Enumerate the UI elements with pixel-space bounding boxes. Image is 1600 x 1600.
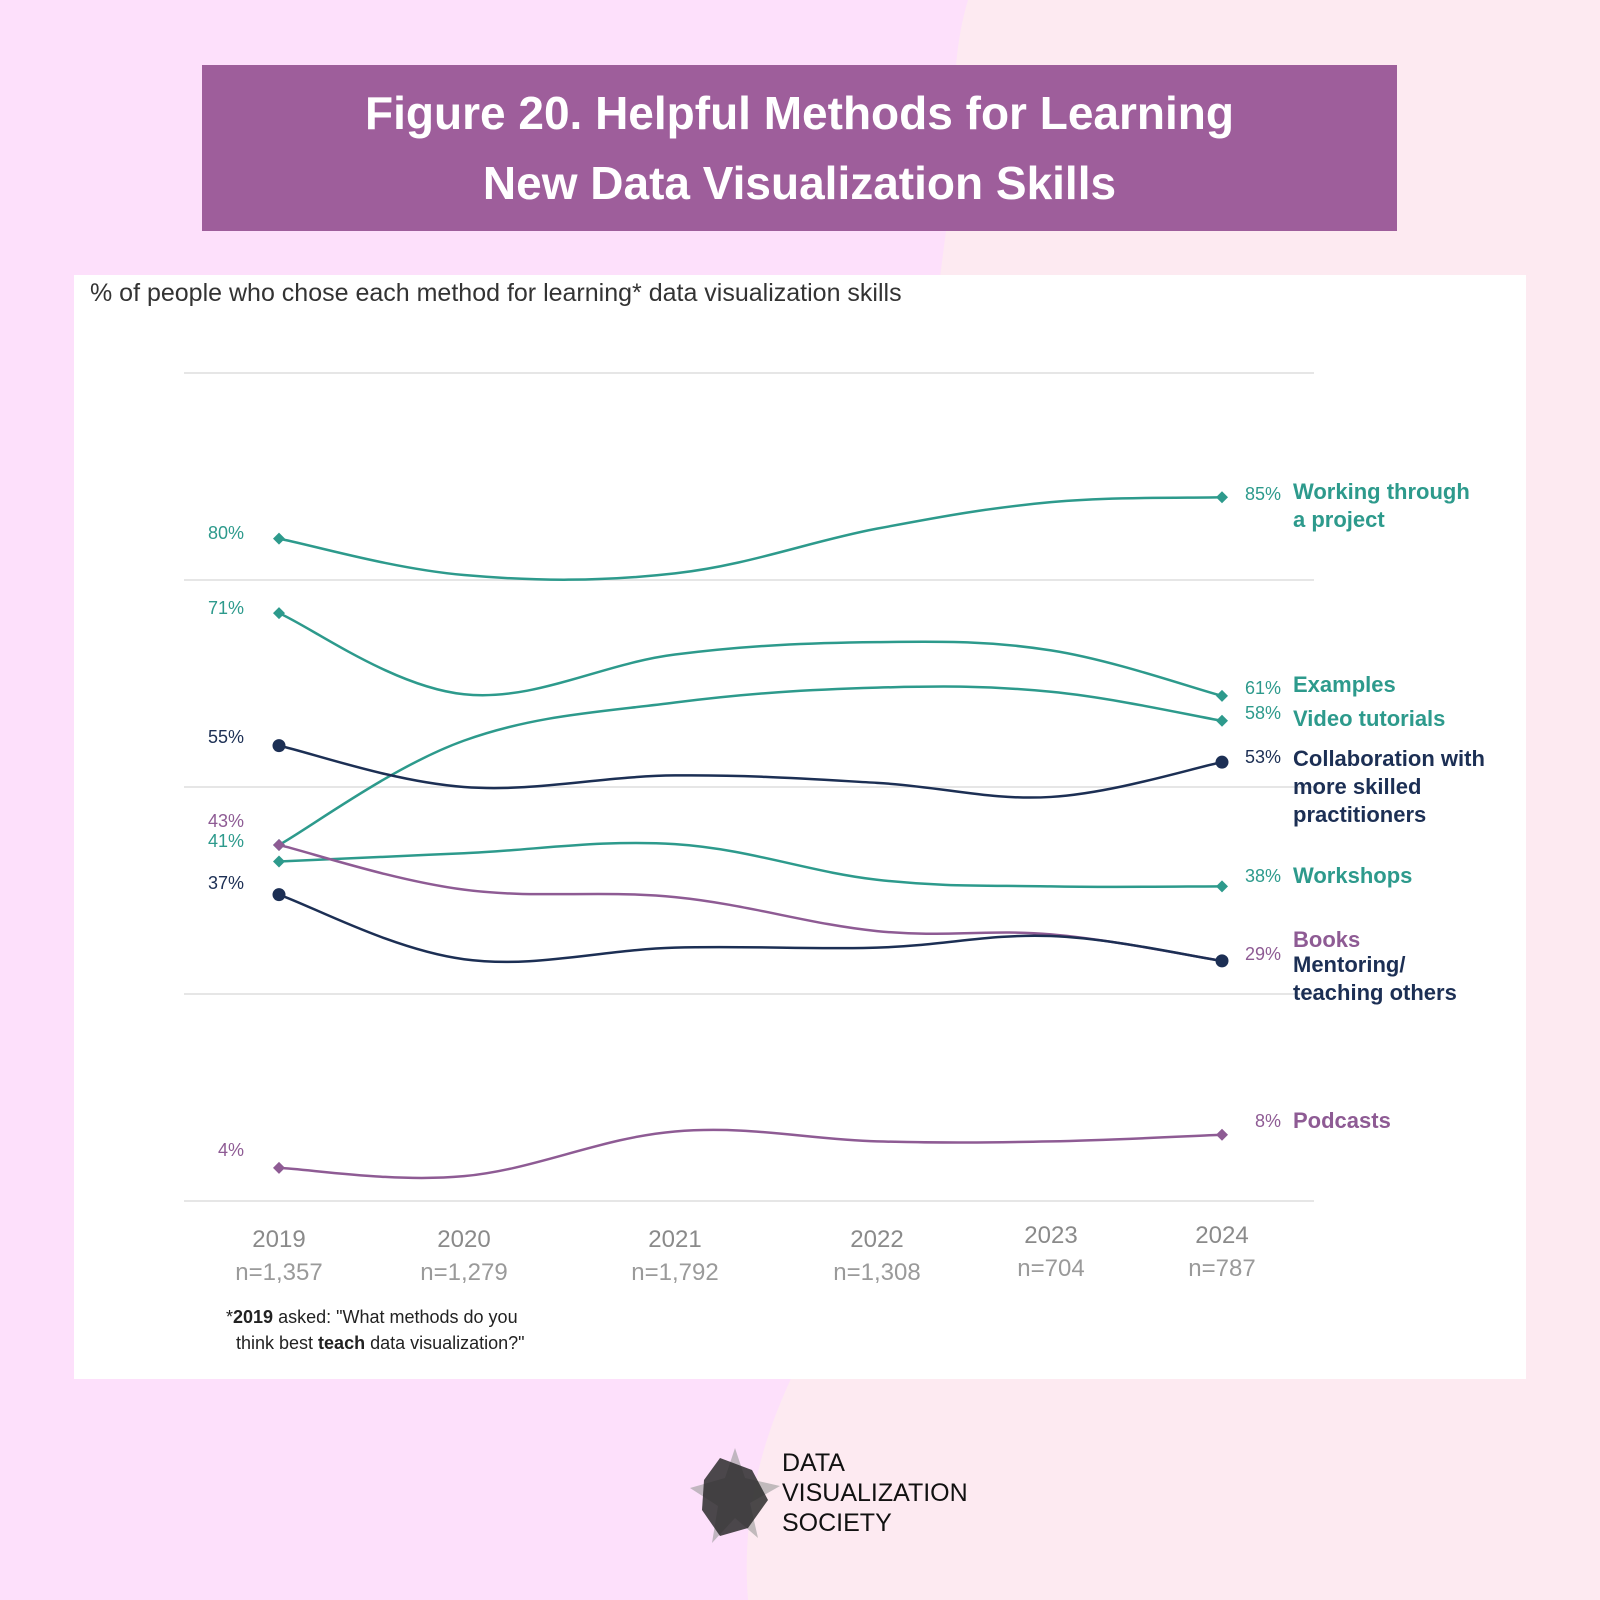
x-tick-label-year: 2023 — [1024, 1222, 1077, 1249]
start-value-label: 41% — [208, 831, 244, 851]
data-visualization-society-logo: DATA VISUALIZATION SOCIETY — [690, 1448, 968, 1548]
start-value-label: 55% — [208, 727, 244, 747]
series-name-label: Books — [1293, 927, 1360, 952]
x-tick-label-sample-size: n=1,308 — [833, 1259, 920, 1286]
series-name-label: practitioners — [1293, 802, 1426, 827]
series-name-label: Collaboration with — [1293, 746, 1485, 771]
data-point-working-through-a-project — [273, 532, 285, 545]
footnote-text-3: data visualization?" — [365, 1333, 525, 1353]
x-tick-label-sample-size: n=1,279 — [420, 1259, 507, 1286]
footnote-mark: * — [226, 1307, 234, 1327]
logo-text-line-1: DATA — [782, 1449, 845, 1477]
series-name-label: more skilled — [1293, 774, 1421, 799]
x-tick-label-year: 2020 — [437, 1226, 490, 1253]
data-point-mentoring-teaching-others — [1215, 954, 1229, 968]
footnote-line-2: think best teach data visualization?" — [236, 1333, 525, 1354]
star-logo-icon — [690, 1448, 780, 1543]
series-name-label: Podcasts — [1293, 1108, 1391, 1133]
series-name-label: Working through — [1293, 479, 1470, 504]
x-tick-label-sample-size: n=704 — [1017, 1255, 1084, 1282]
series-line-mentoring-teaching-others — [278, 893, 1223, 964]
series-name-label: a project — [1293, 507, 1385, 532]
data-point-collaboration-with-more-skilled-practitioners — [1215, 755, 1229, 769]
series-line-workshops — [278, 841, 1223, 889]
start-value-label: 4% — [218, 1140, 244, 1160]
figure-title-line-2: New Data Visualization Skills — [482, 157, 1117, 209]
start-value-label: 43% — [208, 811, 244, 831]
series-name-label: Workshops — [1293, 863, 1412, 888]
series-name-label: Mentoring/ — [1293, 952, 1405, 977]
footnote-bold-year: 2019 — [233, 1307, 274, 1327]
series-name-label: Examples — [1293, 672, 1396, 697]
start-value-label: 80% — [208, 523, 244, 543]
x-tick-label-sample-size: n=1,792 — [631, 1259, 718, 1286]
series-line-podcasts — [278, 1128, 1223, 1180]
x-tick-label-sample-size: n=1,357 — [235, 1259, 322, 1286]
series-line-books — [278, 843, 1223, 963]
end-value-label: 85% — [1245, 484, 1281, 504]
x-tick-label-year: 2021 — [648, 1226, 701, 1253]
series-line-examples — [278, 611, 1223, 698]
x-tick-label-year: 2022 — [850, 1226, 903, 1253]
series-line-collaboration-with-more-skilled-practitioners — [278, 744, 1223, 799]
x-tick-label-year: 2019 — [252, 1226, 305, 1253]
chart-panel: % of people who chose each method for le… — [74, 275, 1526, 1379]
end-value-label: 8% — [1255, 1111, 1281, 1131]
figure-title-line-1: Figure 20. Helpful Methods for Learning — [365, 87, 1234, 139]
data-point-collaboration-with-more-skilled-practitioners — [272, 739, 286, 753]
start-value-label: 37% — [208, 873, 244, 893]
data-point-video-tutorials — [1216, 714, 1228, 727]
end-value-label: 61% — [1245, 678, 1281, 698]
end-value-label: 29% — [1245, 944, 1281, 964]
logo-text-line-2: VISUALIZATION — [782, 1479, 968, 1507]
x-tick-label-sample-size: n=787 — [1188, 1255, 1255, 1282]
end-value-label: 38% — [1245, 866, 1281, 886]
data-point-books — [273, 838, 285, 851]
series-line-working-through-a-project — [278, 495, 1223, 581]
series-line-video-tutorials — [278, 685, 1223, 847]
footnote-text-2: think best — [236, 1333, 319, 1353]
data-point-working-through-a-project — [1216, 491, 1228, 504]
end-value-label: 58% — [1245, 703, 1281, 723]
footnote-bold-teach: teach — [318, 1333, 366, 1353]
data-point-examples — [273, 607, 285, 620]
data-point-mentoring-teaching-others — [272, 888, 286, 902]
data-point-workshops — [273, 855, 285, 868]
series-name-label: Video tutorials — [1293, 706, 1445, 731]
series-name-label: teaching others — [1293, 980, 1457, 1005]
footnote-line-1: *2019 asked: "What methods do you — [226, 1307, 518, 1328]
data-point-examples — [1216, 689, 1228, 702]
logo-text-line-3: SOCIETY — [782, 1509, 892, 1537]
footnote-text-1: asked: "What methods do you — [273, 1307, 518, 1327]
data-point-podcasts — [1216, 1128, 1228, 1141]
x-tick-label-year: 2024 — [1195, 1222, 1248, 1249]
start-value-label: 71% — [208, 598, 244, 618]
line-chart: 2019 n=1,357 2020 n=1,279 2021 n=1,792 2022 n=1… — [184, 372, 1485, 1286]
chart-subtitle: % of people who chose each method for le… — [90, 279, 902, 307]
figure-title-banner: Figure 20. Helpful Methods for Learning … — [202, 65, 1397, 231]
data-point-workshops — [1216, 880, 1228, 893]
logo-wordmark: DATA VISUALIZATION SOCIETY — [782, 1448, 968, 1538]
end-value-label: 53% — [1245, 747, 1281, 767]
data-point-podcasts — [273, 1161, 285, 1174]
